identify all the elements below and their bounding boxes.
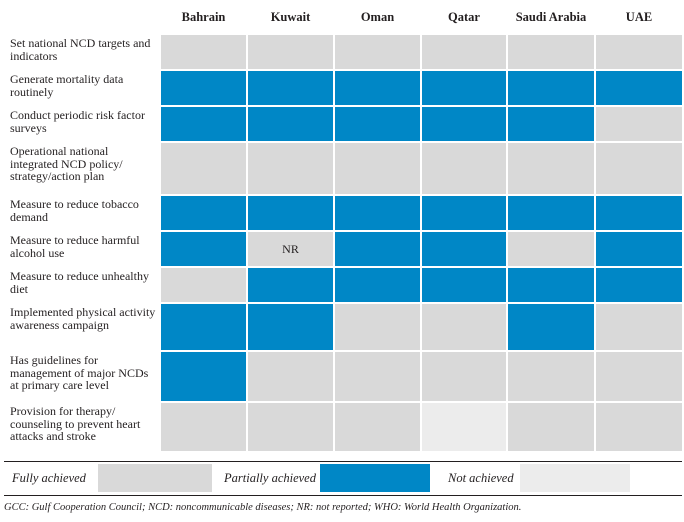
status-cell (506, 141, 596, 196)
legend-label-not: Not achieved (448, 471, 514, 485)
status-cell (506, 69, 596, 107)
row-label: Measure to reduce harmful alcohol use (4, 230, 161, 268)
status-cell (506, 401, 596, 453)
status-cell (159, 69, 248, 107)
status-cell (159, 401, 248, 453)
status-cell (246, 194, 335, 232)
status-cell (246, 69, 335, 107)
status-cell (594, 105, 684, 143)
status-cell (159, 230, 248, 268)
column-header: Kuwait (246, 0, 335, 35)
status-cell (420, 350, 508, 403)
status-cell (333, 350, 422, 403)
status-cell (506, 230, 596, 268)
status-cell (333, 33, 422, 71)
legend-swatch-partial (320, 464, 430, 492)
status-cell (246, 350, 335, 403)
row-label: Conduct periodic risk factor surveys (4, 105, 161, 143)
row-label: Provision for therapy/ counseling to pre… (4, 401, 161, 453)
status-cell (246, 105, 335, 143)
status-cell (594, 230, 684, 268)
status-cell (420, 401, 508, 453)
status-cell (333, 230, 422, 268)
table-row: Set national NCD targets and indicators (4, 33, 684, 71)
status-cell (420, 105, 508, 143)
footnote: GCC: Gulf Cooperation Council; NCD: nonc… (4, 502, 522, 513)
status-cell (333, 105, 422, 143)
table-row: Operational national integrated NCD poli… (4, 141, 684, 196)
status-cell (246, 266, 335, 304)
row-label: Measure to reduce unhealthy diet (4, 266, 161, 304)
status-cell (159, 194, 248, 232)
row-label: Measure to reduce tobacco demand (4, 194, 161, 232)
table-row: Conduct periodic risk factor surveys (4, 105, 684, 143)
status-cell (333, 401, 422, 453)
status-cell (333, 266, 422, 304)
status-cell (420, 69, 508, 107)
legend: Fully achieved Partially achieved Not ac… (4, 462, 684, 494)
row-label: Has guidelines for management of major N… (4, 350, 161, 403)
status-cell (159, 266, 248, 304)
table-row: Generate mortality data routinely (4, 69, 684, 107)
status-cell (594, 33, 684, 71)
status-cell (594, 141, 684, 196)
column-header: UAE (594, 0, 684, 35)
table-row: Has guidelines for management of major N… (4, 350, 684, 403)
status-cell (159, 33, 248, 71)
status-cell (594, 401, 684, 453)
status-cell (246, 141, 335, 196)
row-label: Operational national integrated NCD poli… (4, 141, 161, 196)
status-cell (159, 141, 248, 196)
status-cell (506, 105, 596, 143)
status-cell (333, 141, 422, 196)
legend-swatch-not (520, 464, 630, 492)
row-label: Generate mortality data routinely (4, 69, 161, 107)
status-cell (594, 266, 684, 304)
row-label: Implemented physical activity awareness … (4, 302, 161, 352)
status-cell (420, 302, 508, 352)
status-cell (594, 350, 684, 403)
status-cell (420, 194, 508, 232)
column-header: Saudi Arabia (506, 0, 596, 35)
status-cell (333, 302, 422, 352)
status-cell (246, 302, 335, 352)
header-corner (4, 0, 161, 35)
status-cell (506, 350, 596, 403)
legend-label-partial: Partially achieved (224, 471, 316, 485)
status-cell (159, 105, 248, 143)
status-cell (594, 69, 684, 107)
status-cell (420, 33, 508, 71)
status-cell (506, 33, 596, 71)
table-row: Provision for therapy/ counseling to pre… (4, 401, 684, 453)
table-row: Measure to reduce unhealthy diet (4, 266, 684, 304)
table-row: Implemented physical activity awareness … (4, 302, 684, 352)
column-header: Bahrain (159, 0, 248, 35)
table-row: Measure to reduce tobacco demand (4, 194, 684, 232)
header-row: Bahrain Kuwait Oman Qatar Saudi Arabia U… (4, 0, 684, 35)
status-cell (594, 302, 684, 352)
status-cell (506, 266, 596, 304)
legend-bottom-rule (4, 495, 682, 496)
status-cell (159, 302, 248, 352)
status-cell (246, 33, 335, 71)
status-cell (246, 401, 335, 453)
status-cell (594, 194, 684, 232)
status-cell (420, 266, 508, 304)
status-cell (420, 141, 508, 196)
status-cell (333, 69, 422, 107)
status-cell (159, 350, 248, 403)
table-row: Measure to reduce harmful alcohol use NR (4, 230, 684, 268)
status-cell (420, 230, 508, 268)
column-header: Qatar (420, 0, 508, 35)
legend-top-rule (4, 461, 682, 462)
status-cell (333, 194, 422, 232)
status-cell (506, 194, 596, 232)
column-header: Oman (333, 0, 422, 35)
ncd-progress-table: Bahrain Kuwait Oman Qatar Saudi Arabia U… (4, 0, 684, 453)
status-cell: NR (246, 230, 335, 268)
status-cell (506, 302, 596, 352)
row-label: Set national NCD targets and indicators (4, 33, 161, 71)
legend-swatch-full (98, 464, 212, 492)
legend-label-full: Fully achieved (12, 471, 86, 485)
